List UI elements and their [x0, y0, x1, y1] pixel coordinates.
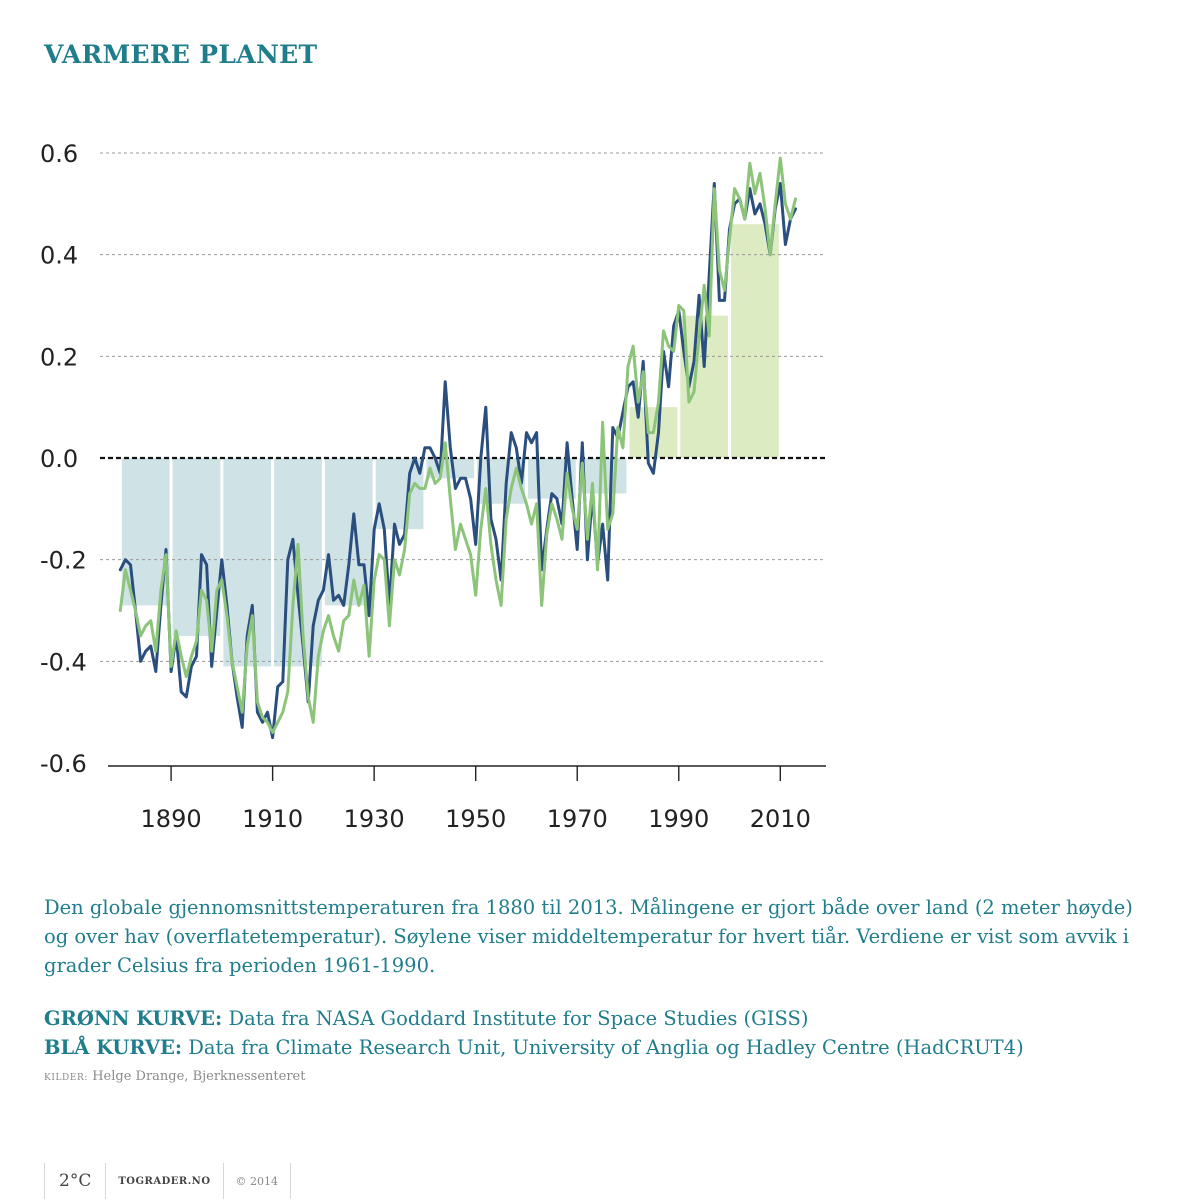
x-tick-label: 1890: [141, 805, 202, 833]
data-credits: GRØNN KURVE: Data fra NASA Goddard Insti…: [44, 1004, 1154, 1062]
sources-line: Kilder: Helge Drange, Bjerknessenteret: [44, 1069, 305, 1084]
y-tick-label: 0.0: [40, 445, 78, 473]
decade-bar-2000: [731, 224, 779, 458]
y-tick-label: -0.4: [40, 648, 87, 676]
blue-curve-text: Data fra Climate Research Unit, Universi…: [182, 1036, 1024, 1059]
temperature-chart: 0.6 0.4 0.2 0.0 -0.2 -0.4 -0.6 1890 1910 1930 195…: [40, 140, 826, 833]
y-tick-label: -0.2: [40, 547, 87, 575]
decade-bar-1890: [172, 458, 221, 636]
copyright-text: © 2014: [222, 1163, 292, 1199]
x-tick-label: 1910: [242, 805, 303, 833]
y-tick-label: 0.2: [40, 343, 78, 371]
green-curve-text: Data fra NASA Goddard Institute for Spac…: [222, 1007, 809, 1030]
brand-logo[interactable]: 2°C: [44, 1163, 105, 1199]
footer: 2°C TOGRADER.NO © 2014: [44, 1163, 292, 1199]
x-tick-label: 2010: [750, 805, 811, 833]
x-axis-labels: 1890 1910 1930 1950 1970 1990 2010: [141, 805, 811, 833]
y-axis-labels: 0.6 0.4 0.2 0.0 -0.2 -0.4 -0.6: [40, 140, 87, 778]
green-curve-label: GRØNN KURVE:: [44, 1007, 223, 1030]
green-curve-line: [118, 156, 797, 734]
decade-bar-1930: [375, 458, 424, 530]
chart-title: VARMERE PLANET: [44, 40, 318, 69]
blue-curve-label: BLÅ KURVE:: [44, 1036, 183, 1059]
sources-text: Helge Drange, Bjerknessenteret: [88, 1069, 306, 1084]
green-curve-credit: GRØNN KURVE: Data fra NASA Goddard Insti…: [44, 1004, 1154, 1033]
x-tick-label: 1930: [344, 805, 405, 833]
y-tick-label: 0.4: [40, 242, 78, 270]
x-axis: [108, 765, 826, 781]
y-tick-label: 0.6: [40, 140, 78, 168]
site-link[interactable]: TOGRADER.NO: [105, 1163, 222, 1199]
chart-description: Den globale gjennomsnittstemperaturen fr…: [44, 896, 1133, 977]
y-tick-label: -0.6: [40, 750, 87, 778]
x-tick-label: 1950: [445, 805, 506, 833]
blue-curve-credit: BLÅ KURVE: Data fra Climate Research Uni…: [44, 1033, 1154, 1062]
x-tick-label: 1970: [547, 805, 608, 833]
x-tick-label: 1990: [648, 805, 709, 833]
sources-label: Kilder:: [44, 1073, 89, 1083]
series-lines: [118, 156, 797, 740]
